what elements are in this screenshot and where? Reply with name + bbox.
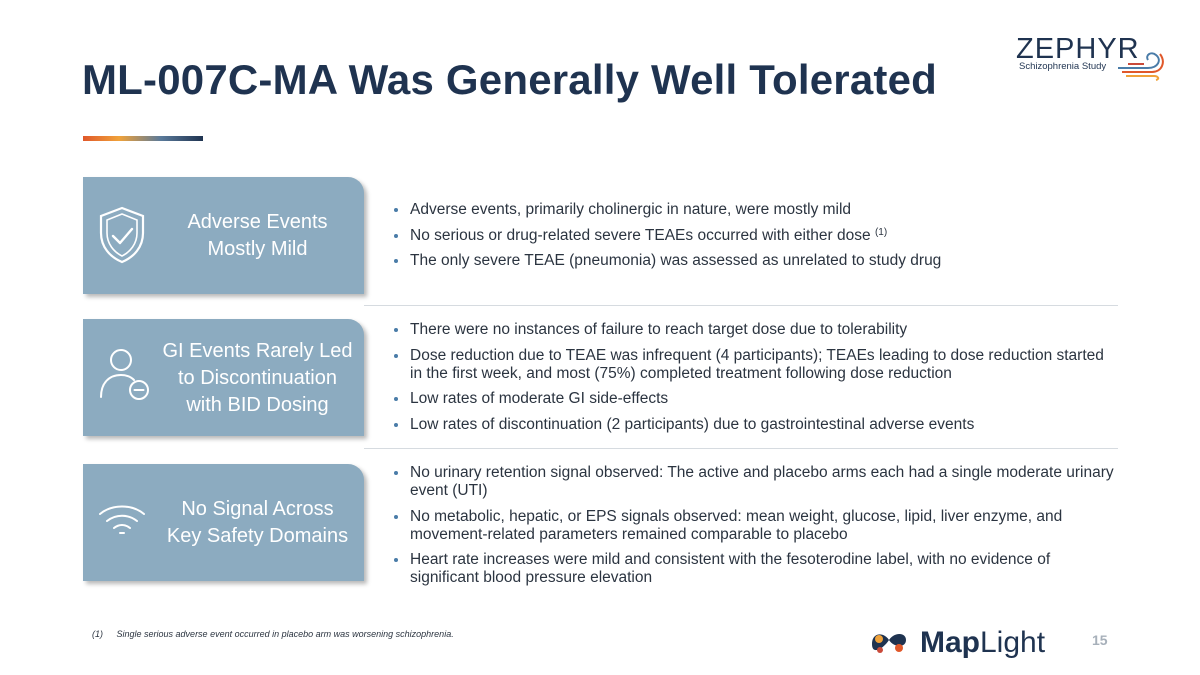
card-safety-domains: No Signal Across Key Safety Domains	[83, 464, 364, 581]
bullet-item: Low rates of discontinuation (2 particip…	[394, 416, 1114, 434]
bullets-safety-domains: No urinary retention signal observed: Th…	[394, 464, 1114, 595]
card-label-line: No Signal Across	[181, 498, 334, 520]
section-divider	[364, 305, 1118, 306]
card-adverse-events: Adverse Events Mostly Mild	[83, 177, 364, 294]
maplight-logo: MapLight	[864, 624, 1054, 664]
card-label-line: to Discontinuation	[178, 367, 337, 389]
card-label-gi-events: GI Events Rarely Led to Discontinuation …	[159, 338, 356, 419]
bullet-item: No serious or drug-related severe TEAEs …	[394, 227, 1114, 245]
slide-title: ML-007C-MA Was Generally Well Tolerated	[82, 56, 937, 103]
zephyr-swirl-icon	[1118, 52, 1164, 81]
bullets-gi-events: There were no instances of failure to re…	[394, 321, 1114, 441]
footnote-text: Single serious adverse event occurred in…	[116, 629, 454, 639]
person-minus-icon	[100, 349, 149, 400]
zephyr-logo-word: ZEPHYR	[1016, 33, 1140, 65]
bullet-item: Dose reduction due to TEAE was infrequen…	[394, 347, 1114, 383]
card-label-line: GI Events Rarely Led	[162, 340, 353, 362]
bullet-item: No metabolic, hepatic, or EPS signals ob…	[394, 508, 1114, 544]
card-label-line: Key Safety Domains	[166, 525, 349, 547]
card-label-safety-domains: No Signal Across Key Safety Domains	[159, 496, 356, 550]
bullet-item: There were no instances of failure to re…	[394, 321, 1114, 339]
bullet-item: Low rates of moderate GI side-effects	[394, 390, 1114, 408]
bullet-item: The only severe TEAE (pneumonia) was ass…	[394, 252, 1114, 270]
page-number: 15	[1092, 632, 1108, 648]
card-label-line: Mostly Mild	[207, 238, 308, 260]
footnote-number: (1)	[92, 629, 103, 639]
section-divider	[364, 448, 1118, 449]
bullets-adverse-events: Adverse events, primarily cholinergic in…	[394, 201, 1114, 278]
footnote: (1) Single serious adverse event occurre…	[92, 629, 454, 639]
footnote-ref: (1)	[874, 226, 888, 238]
title-accent-bar	[83, 136, 203, 141]
signal-waves-icon	[99, 505, 145, 534]
zephyr-logo-subtitle: Schizophrenia Study	[1019, 61, 1107, 72]
zephyr-logo: ZEPHYR Schizophrenia Study	[1016, 34, 1168, 86]
card-gi-events: GI Events Rarely Led to Discontinuation …	[83, 319, 364, 436]
shield-check-icon	[99, 206, 145, 264]
bullet-item: No urinary retention signal observed: Th…	[394, 464, 1114, 500]
maplight-mark-icon	[872, 634, 906, 653]
bullet-item: Adverse events, primarily cholinergic in…	[394, 201, 1114, 219]
card-label-line: with BID Dosing	[186, 394, 329, 416]
bullet-item: Heart rate increases were mild and consi…	[394, 551, 1114, 587]
card-label-line: Adverse Events	[187, 211, 328, 233]
maplight-wordmark: MapLight	[920, 626, 1046, 659]
card-label-adverse-events: Adverse Events Mostly Mild	[159, 209, 356, 263]
